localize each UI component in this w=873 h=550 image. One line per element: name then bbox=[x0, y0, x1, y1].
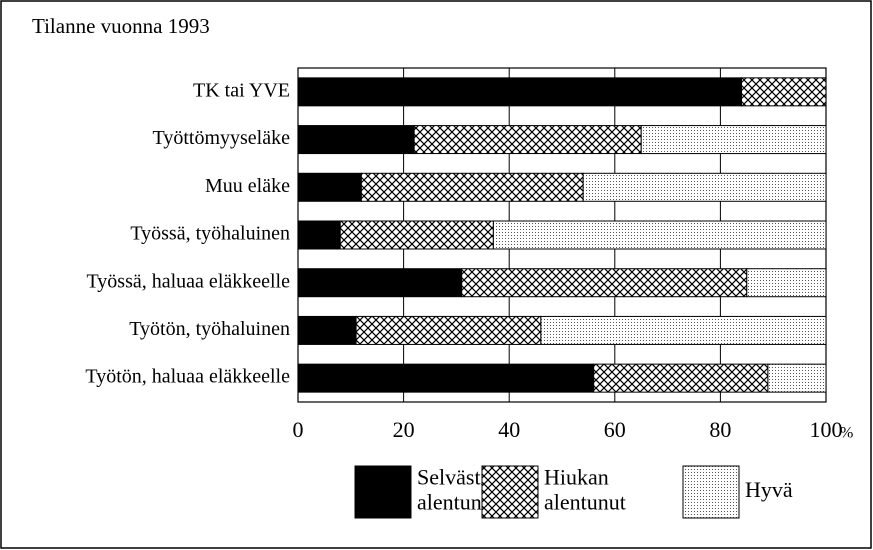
bar-segment bbox=[746, 268, 827, 298]
legend-swatch bbox=[354, 465, 412, 519]
x-tick-label: 20 bbox=[393, 417, 415, 442]
y-tick-label: Työtön, työhaluinen bbox=[129, 318, 290, 340]
bar-segment bbox=[297, 172, 362, 202]
bar-segment bbox=[360, 172, 584, 202]
x-tick-label: 80 bbox=[709, 417, 731, 442]
bar-segment bbox=[461, 268, 748, 298]
bar-segment bbox=[297, 363, 595, 393]
y-tick-label: Työttömyyseläke bbox=[153, 127, 291, 149]
legend-swatch bbox=[682, 465, 740, 519]
bar-segment bbox=[355, 315, 542, 345]
bar-segment bbox=[297, 315, 357, 345]
x-axis-label: % bbox=[840, 425, 853, 442]
legend-label: Hyvä bbox=[745, 477, 793, 502]
bar-segment bbox=[492, 220, 827, 250]
x-tick-label: 40 bbox=[498, 417, 520, 442]
bar-segment bbox=[339, 220, 494, 250]
y-tick-label: Työssä, työhaluinen bbox=[130, 223, 290, 245]
bar-segment bbox=[297, 77, 743, 107]
bar-segment bbox=[297, 268, 463, 298]
bar-segment bbox=[593, 363, 769, 393]
y-tick-label: Muu eläke bbox=[205, 175, 290, 197]
bar-segment bbox=[540, 315, 827, 345]
bar-segment bbox=[297, 220, 341, 250]
x-tick-label: 100 bbox=[810, 417, 843, 442]
bar-segment bbox=[640, 125, 827, 155]
chart-title: Tilanne vuonna 1993 bbox=[32, 14, 210, 38]
legend-label: Hiukan alentunut bbox=[544, 465, 626, 515]
y-tick-label: TK tai YVE bbox=[193, 79, 290, 101]
bar-segment bbox=[413, 125, 642, 155]
bar-segment bbox=[741, 77, 827, 107]
bar-segment bbox=[582, 172, 827, 202]
y-tick-label: Työtön, haluaa eläkkeelle bbox=[85, 366, 290, 388]
y-tick-label: Työssä, haluaa eläkkeelle bbox=[86, 270, 290, 292]
bar-segment bbox=[767, 363, 827, 393]
legend-swatch bbox=[481, 465, 539, 519]
x-tick-label: 0 bbox=[293, 417, 304, 442]
x-tick-label: 60 bbox=[604, 417, 626, 442]
bar-segment bbox=[297, 125, 415, 155]
